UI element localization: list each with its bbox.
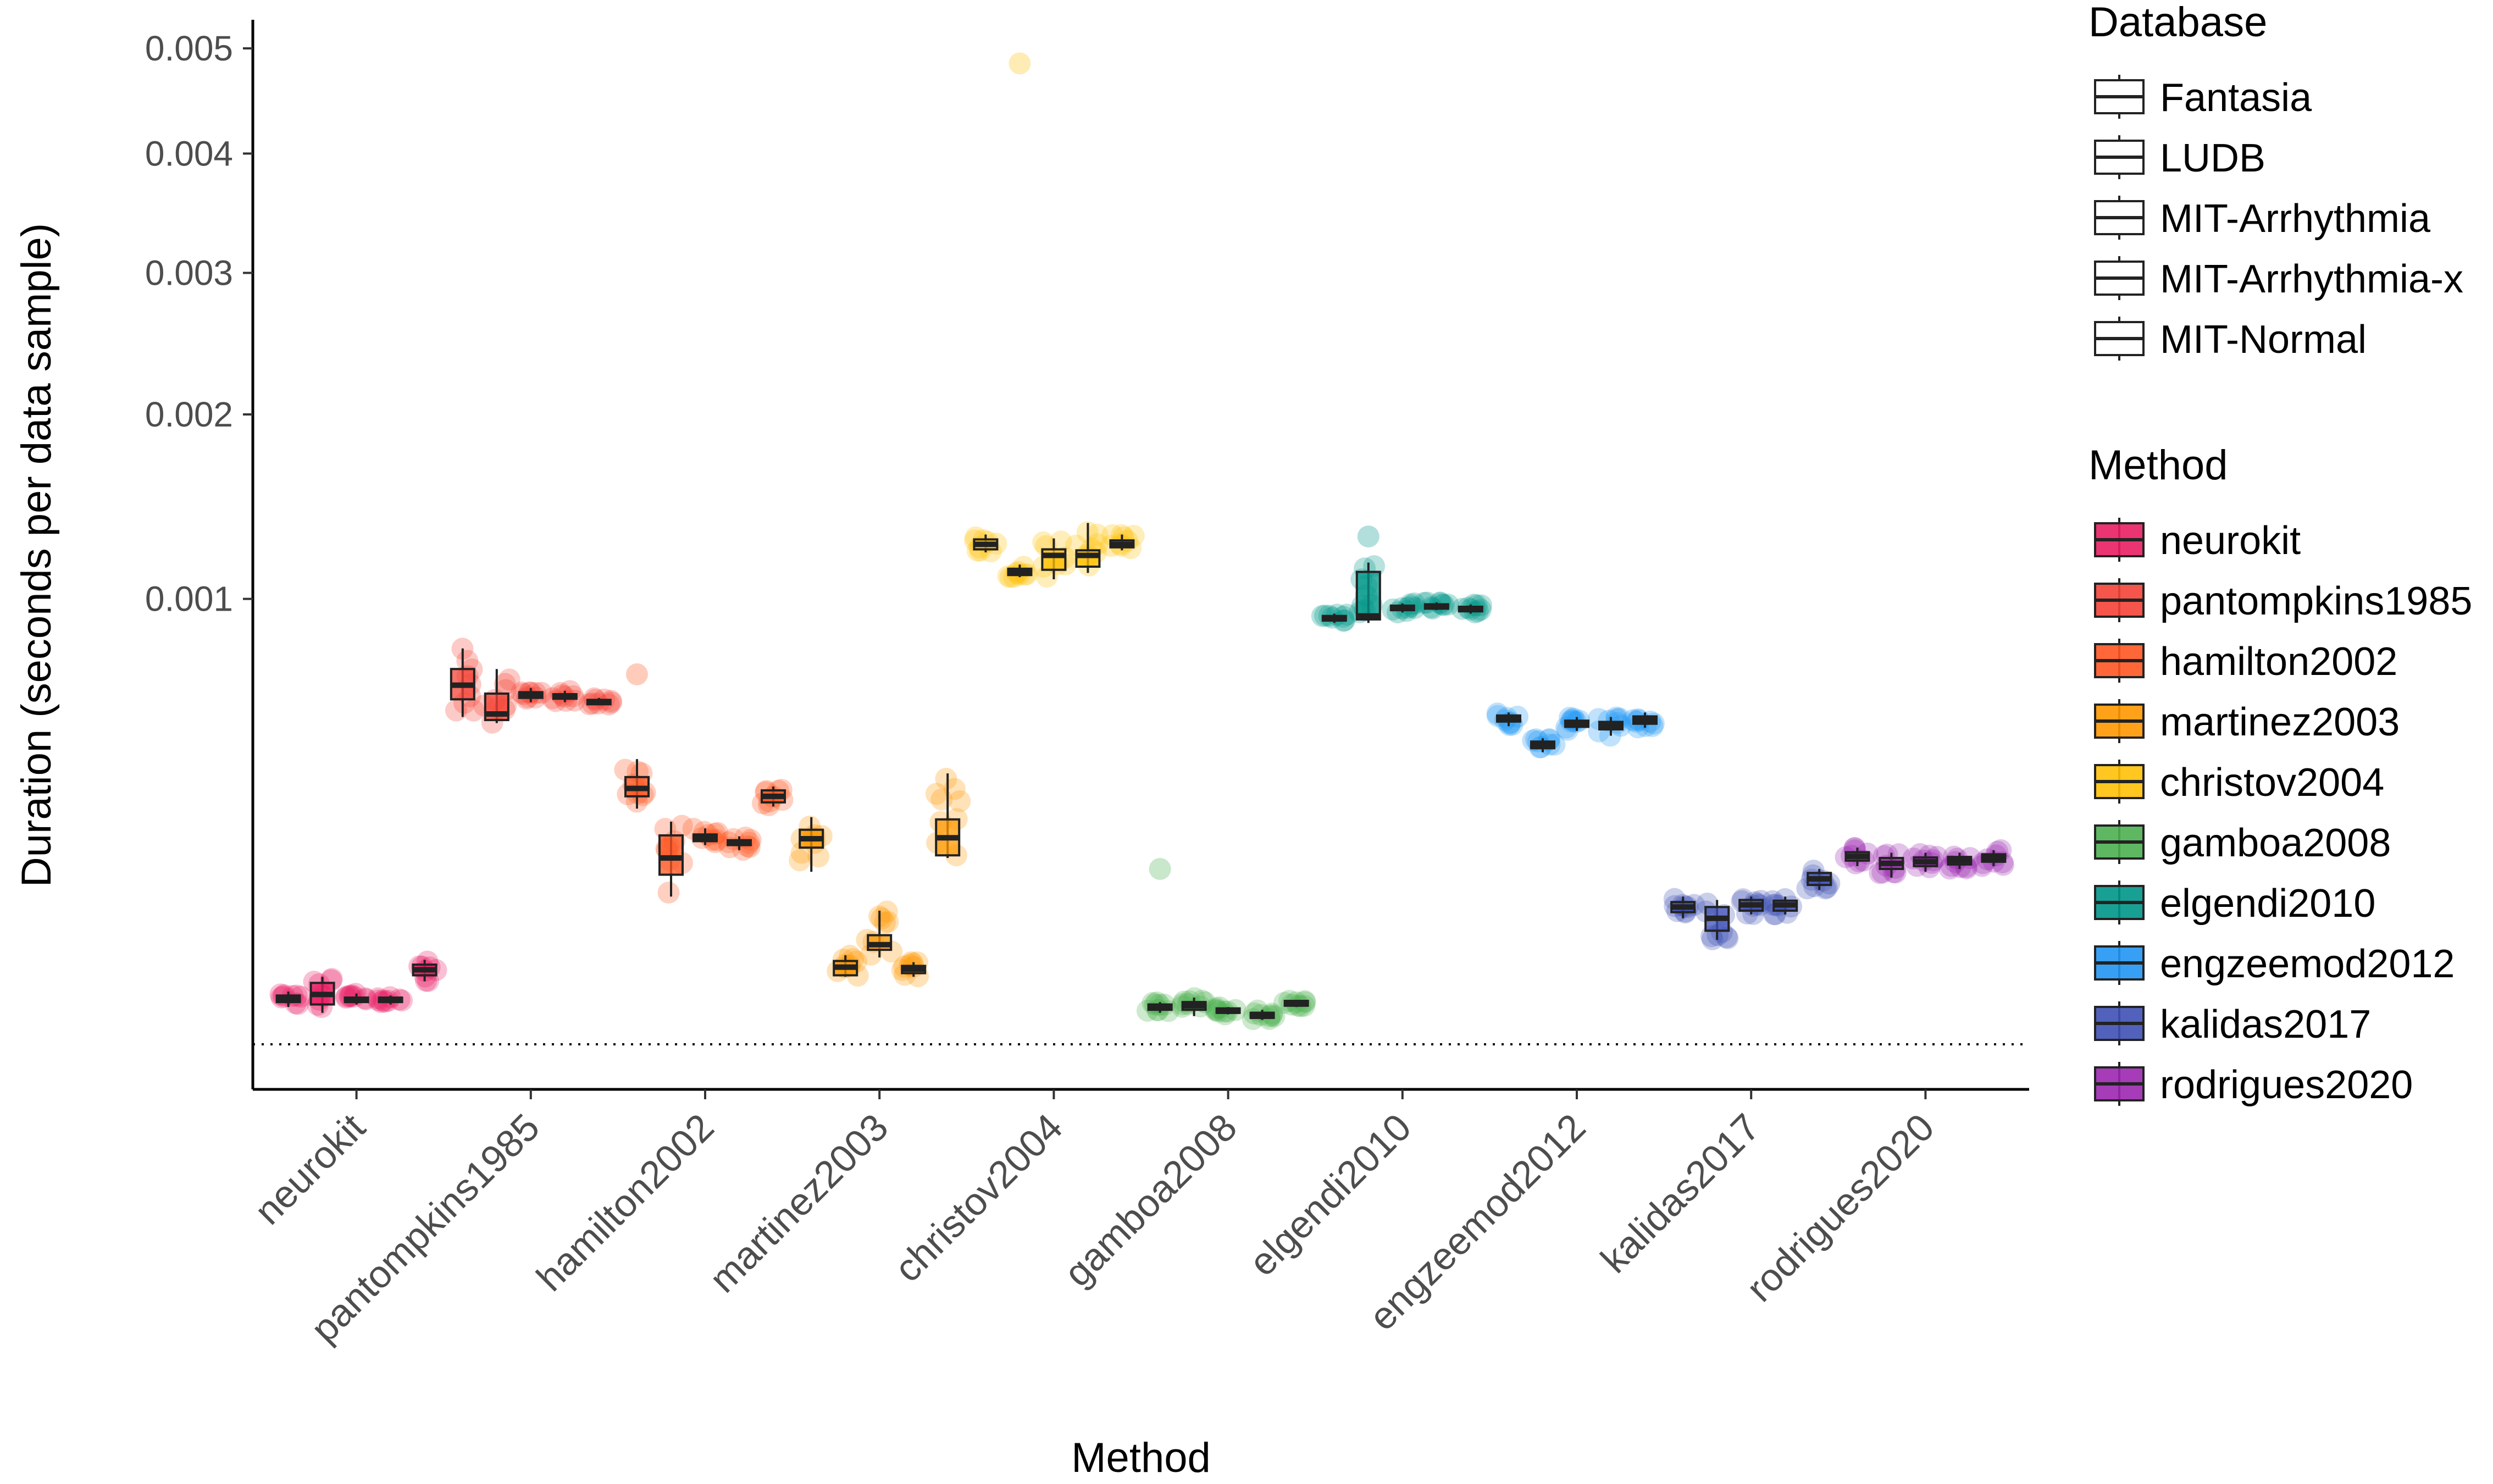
legend-key (2094, 881, 2145, 924)
method-group-hamilton2002 (614, 758, 794, 904)
legend-method-item: kalidas2017 (2160, 1003, 2371, 1046)
legend-key (2094, 578, 2145, 622)
legend-method-item: pantompkins1985 (2160, 579, 2472, 623)
data-point (877, 911, 899, 933)
box-LUDB (658, 834, 684, 876)
legend-database-item: LUDB (2160, 136, 2265, 180)
data-point (871, 907, 893, 930)
method-group-engzeemod2012 (1486, 702, 1665, 758)
method-group-kalidas2017 (1663, 860, 1841, 950)
x-axis-title: Method (1071, 1435, 1211, 1481)
data-point (1086, 523, 1109, 546)
legend-key (2094, 1001, 2145, 1045)
data-point (935, 767, 957, 790)
data-point (925, 783, 948, 805)
legend-database-item: MIT-Normal (2160, 318, 2367, 362)
data-point (445, 699, 467, 722)
data-point (722, 828, 745, 850)
legend-key (2094, 1062, 2145, 1106)
box-LUDB (1355, 571, 1381, 621)
method-group-martinez2003 (789, 767, 971, 988)
method-group-neurokit (269, 950, 447, 1018)
outlier-point (1009, 52, 1031, 75)
method-group-rodrigues2020 (1835, 837, 2014, 884)
legend-key (2094, 317, 2145, 361)
data-point (1716, 927, 1739, 950)
y-ticks: 0.001 0.002 0.003 0.004 0.005 (145, 29, 253, 619)
data-point (876, 900, 898, 923)
y-tick-label: 0.004 (145, 134, 233, 173)
legend-database: Database Fantasia LUDB MIT-Arrhythmia MIT-A… (2088, 0, 2463, 362)
data-point (671, 815, 693, 837)
method-group-gamboa2008 (1136, 987, 1316, 1031)
box-MIT-Arrhythmia (1041, 548, 1067, 571)
method-group-christov2004 (964, 521, 1145, 588)
data-point (1050, 530, 1072, 553)
outlier-point (626, 663, 648, 685)
legend-method-item: hamilton2002 (2160, 640, 2397, 684)
data-point (462, 699, 485, 722)
legend-method-item: elgendi2010 (2160, 882, 2375, 926)
y-tick-label: 0.005 (145, 29, 233, 68)
data-point (949, 790, 971, 812)
data-point (943, 778, 966, 800)
legend-database-item: MIT-Arrhythmia-x (2160, 257, 2463, 301)
legend-key (2094, 75, 2145, 119)
method-group-pantompkins1985 (445, 638, 623, 734)
legend-method-item: gamboa2008 (2160, 821, 2391, 865)
legend-method-item: rodrigues2020 (2160, 1063, 2413, 1107)
method-group-elgendi2010 (1311, 555, 1492, 632)
plot-area (253, 52, 2029, 1045)
data-point (494, 673, 516, 695)
legend-database-item: MIT-Arrhythmia (2160, 197, 2431, 241)
outlier-point (1149, 857, 1171, 880)
legend-database-title: Database (2088, 0, 2267, 46)
legend-key (2094, 518, 2145, 562)
data-point (498, 668, 520, 691)
data-point (807, 845, 830, 868)
legend-method-item: engzeemod2012 (2160, 942, 2455, 986)
legend-key (2094, 820, 2145, 864)
legend-method-item: martinez2003 (2160, 700, 2400, 744)
legend-key (2094, 135, 2145, 179)
legend-method-item: christov2004 (2160, 761, 2384, 805)
data-point (789, 849, 811, 872)
data-point (657, 882, 680, 904)
y-tick-label: 0.001 (145, 579, 233, 619)
legend-method-item: neurokit (2160, 519, 2301, 563)
y-tick-label: 0.002 (145, 395, 233, 434)
legend-database-item: Fantasia (2160, 76, 2312, 120)
legend-key (2094, 196, 2145, 240)
data-point (1035, 566, 1058, 588)
legend-key (2094, 941, 2145, 985)
legend-key (2094, 699, 2145, 743)
data-point (614, 758, 636, 781)
y-tick-label: 0.003 (145, 253, 233, 292)
legend-key (2094, 256, 2145, 300)
legend-method: Method neurokit pantompkins1985 hamilton20… (2088, 442, 2472, 1107)
legend-key (2094, 760, 2145, 804)
y-axis-title: Duration (seconds per data sample) (13, 223, 60, 887)
outlier-point (1357, 525, 1380, 548)
legend-key (2094, 639, 2145, 683)
data-point (930, 788, 953, 811)
data-point (1032, 531, 1055, 553)
legend-method-title: Method (2088, 442, 2228, 489)
